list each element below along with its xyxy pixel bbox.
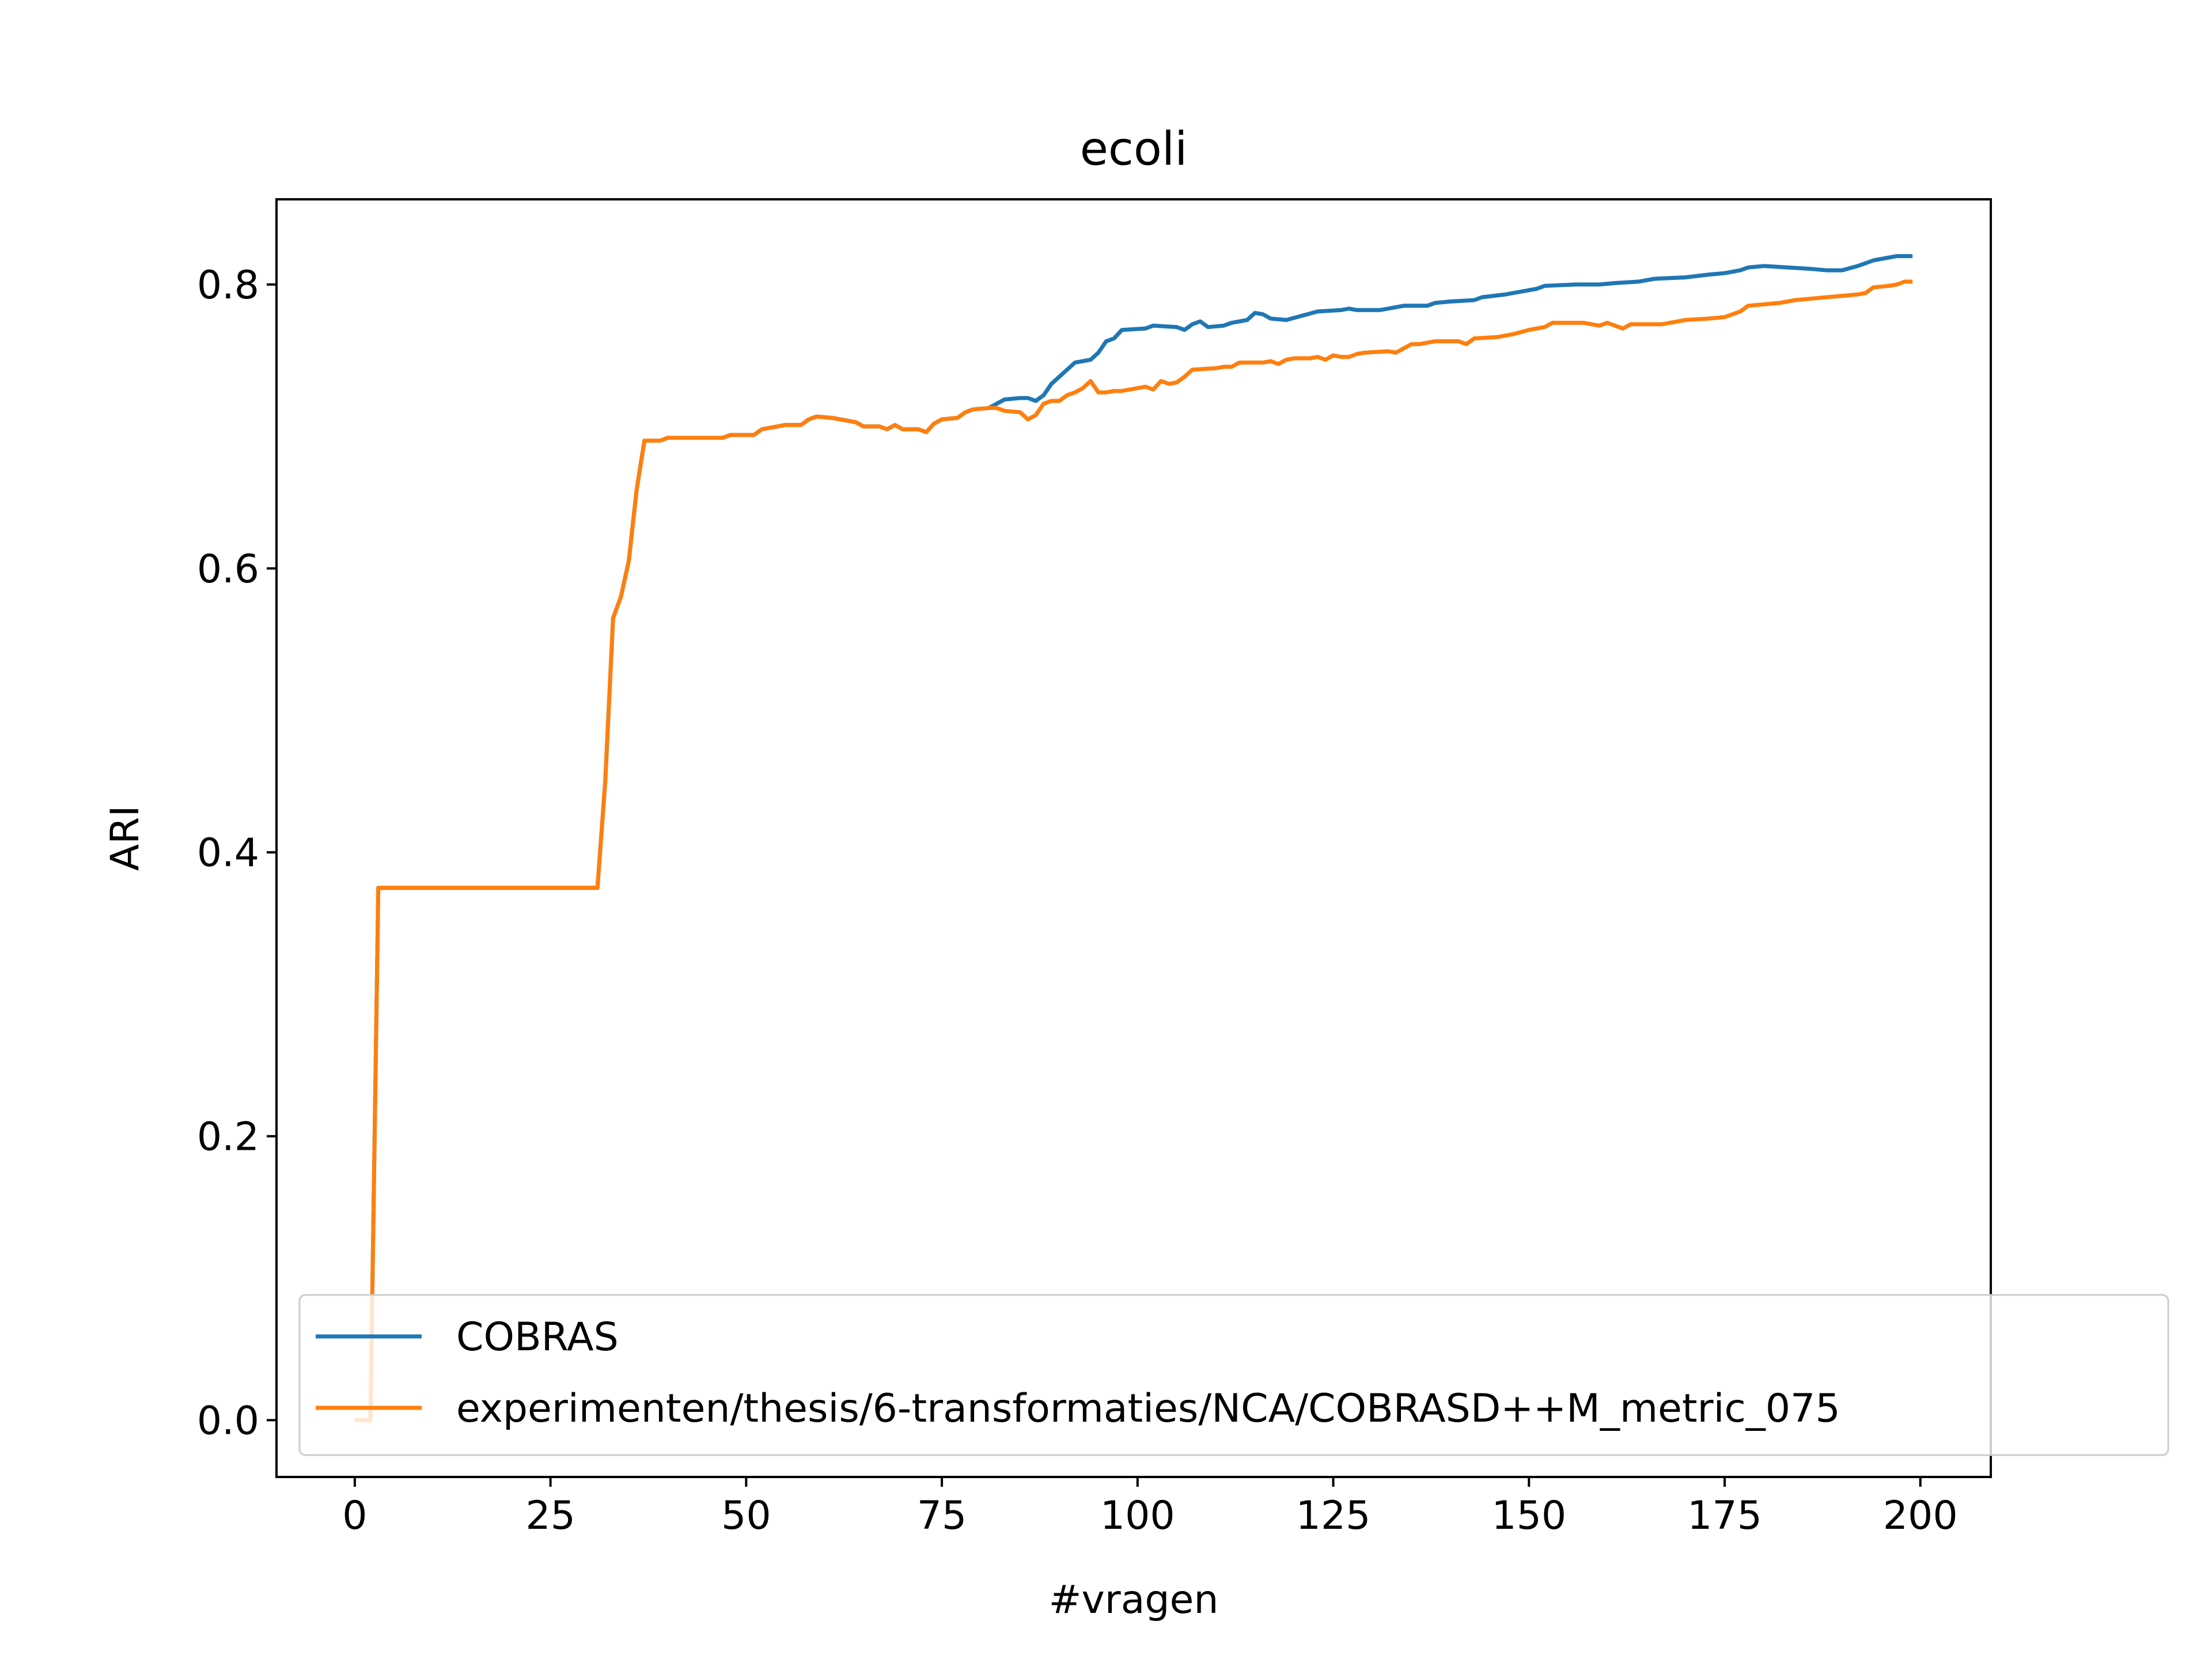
legend: COBRAS experimenten/thesis/6-transformat…	[298, 1294, 2169, 1456]
x-tick-label: 50	[721, 1493, 771, 1539]
y-tick-label: 0.2	[197, 1115, 259, 1160]
x-tick-label: 75	[917, 1493, 967, 1539]
series-line-0	[354, 254, 1913, 1422]
legend-box	[298, 1294, 2169, 1456]
x-tick-label: 0	[342, 1493, 367, 1539]
x-tick-label: 25	[525, 1493, 575, 1539]
x-tick-label: 200	[1883, 1493, 1958, 1539]
legend-label-cobras: COBRAS	[456, 1315, 619, 1360]
y-tick-label: 0.0	[197, 1398, 259, 1444]
legend-label-cobrasd-metric: experimenten/thesis/6-transformaties/NCA…	[456, 1386, 1840, 1431]
chart-title: ecoli	[1080, 122, 1188, 176]
x-tick-label: 100	[1100, 1493, 1175, 1539]
x-tick-label: 150	[1491, 1493, 1566, 1539]
x-axis-label: #vragen	[1049, 1577, 1219, 1623]
y-tick-label: 0.4	[197, 831, 259, 876]
x-tick-label: 125	[1296, 1493, 1371, 1539]
axes-frame	[275, 198, 1992, 1478]
ticks-layer: 0 25 50 75 100 125 150 175 200 0.0 0.2 0.4 0.6 0.8	[197, 263, 1958, 1539]
y-tick-label: 0.6	[197, 547, 259, 592]
y-tick-label: 0.8	[197, 263, 259, 308]
y-axis-label: ARI	[103, 805, 148, 871]
plot-layer	[354, 254, 1913, 1422]
series-line-1	[354, 279, 1913, 1422]
x-tick-label: 175	[1687, 1493, 1762, 1539]
